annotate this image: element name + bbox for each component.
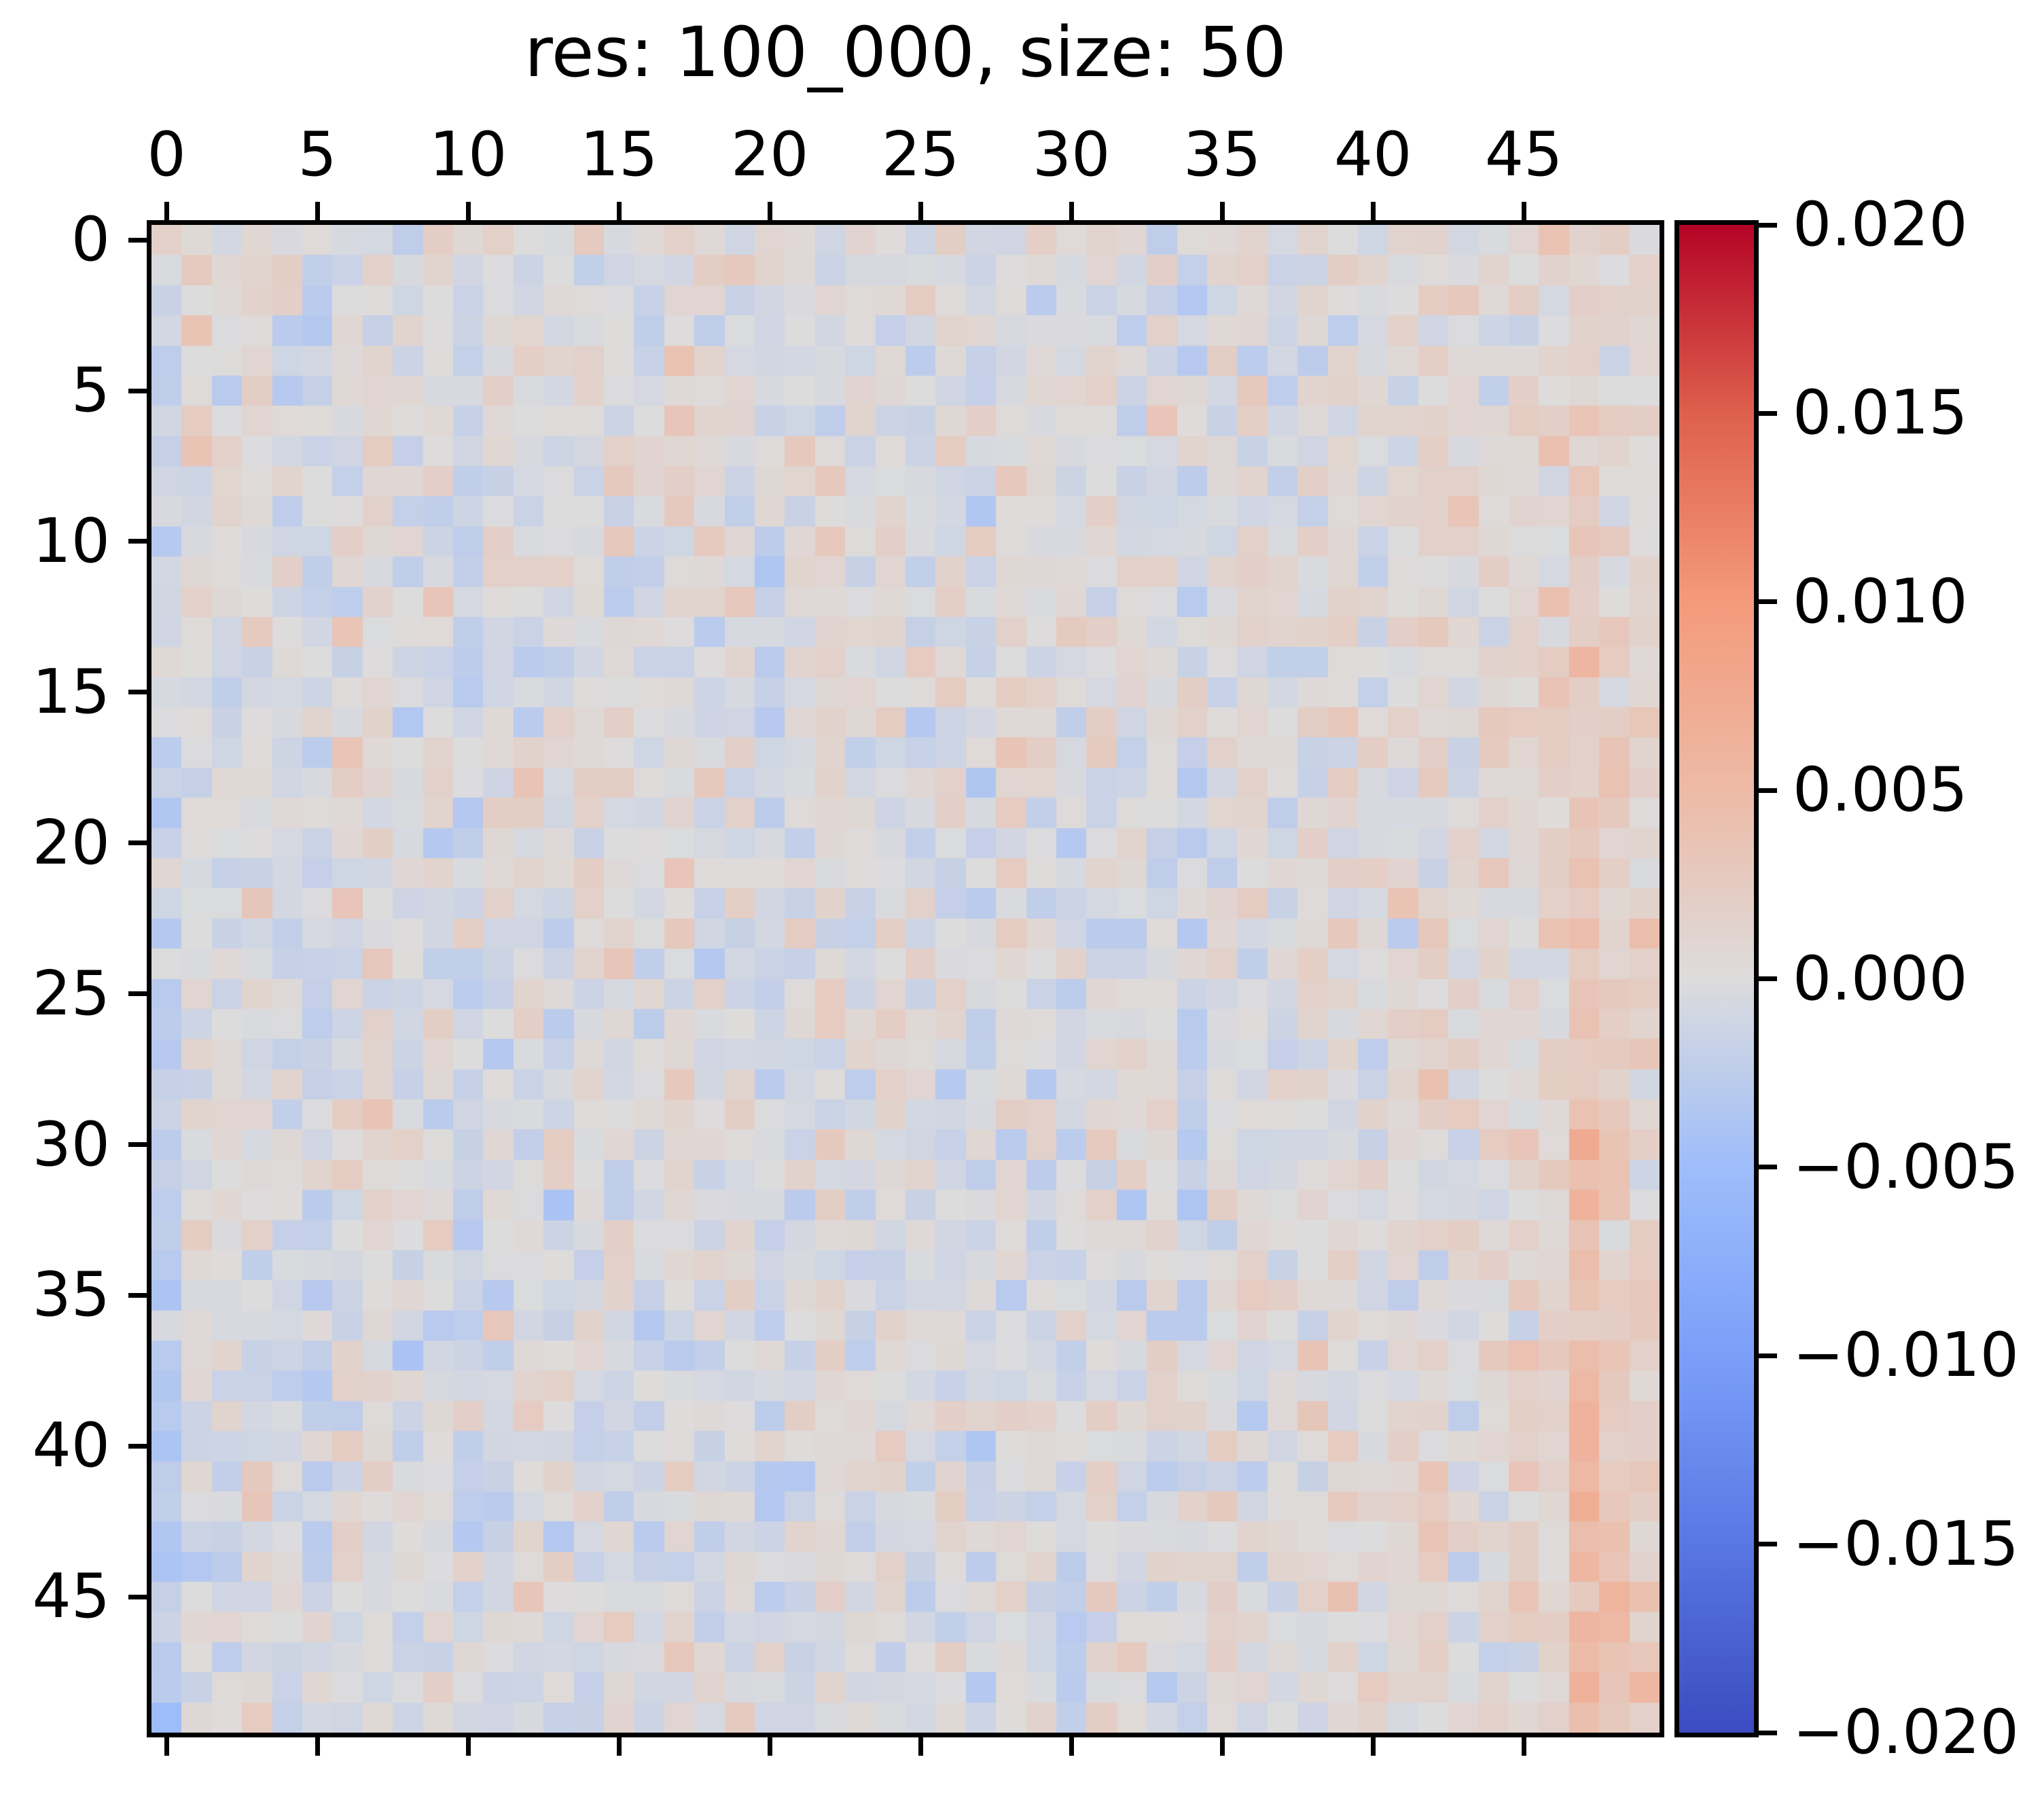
y-tick-label: 20 (32, 807, 110, 879)
y-tick-label: 15 (32, 656, 110, 728)
x-tick-mark-bottom (918, 1737, 923, 1756)
colorbar-tick-mark (1759, 1542, 1777, 1547)
heatmap-canvas (151, 225, 1660, 1733)
colorbar (1674, 220, 1759, 1737)
y-tick-mark (128, 539, 147, 544)
colorbar-tick-label: −0.020 (1793, 1697, 2020, 1768)
x-tick-mark-top (1069, 202, 1074, 220)
x-tick-mark-bottom (315, 1737, 320, 1756)
x-tick-label: 0 (147, 119, 186, 190)
x-tick-mark-top (1521, 202, 1526, 220)
x-tick-label: 15 (579, 119, 658, 190)
colorbar-tick-mark (1759, 976, 1777, 981)
x-tick-mark-bottom (767, 1737, 772, 1756)
x-tick-mark-bottom (465, 1737, 471, 1756)
x-tick-mark-top (918, 202, 923, 220)
colorbar-tick-label: 0.010 (1793, 565, 1968, 637)
y-tick-mark (128, 1292, 147, 1298)
y-tick-mark (128, 1594, 147, 1599)
y-tick-mark (128, 237, 147, 243)
colorbar-tick-mark (1759, 1353, 1777, 1358)
y-tick-mark (128, 840, 147, 846)
colorbar-tick-label: −0.010 (1793, 1320, 2020, 1392)
colorbar-tick-label: 0.020 (1793, 189, 1968, 260)
x-tick-mark-bottom (616, 1737, 622, 1756)
y-tick-label: 10 (32, 505, 110, 577)
x-tick-label: 20 (730, 119, 809, 190)
y-tick-label: 35 (32, 1259, 110, 1331)
x-tick-label: 30 (1032, 119, 1111, 190)
colorbar-tick-label: 0.005 (1793, 754, 1968, 826)
y-tick-label: 30 (32, 1108, 110, 1180)
x-tick-label: 25 (881, 119, 960, 190)
colorbar-tick-label: 0.000 (1793, 942, 1968, 1014)
x-tick-mark-bottom (1370, 1737, 1376, 1756)
y-tick-label: 25 (32, 957, 110, 1029)
chart-title: res: 100_000, size: 50 (524, 12, 1287, 93)
colorbar-tick-mark (1759, 1730, 1777, 1735)
y-tick-mark (128, 1142, 147, 1148)
y-tick-mark (128, 991, 147, 997)
y-tick-label: 40 (32, 1410, 110, 1482)
x-tick-mark-bottom (1069, 1737, 1074, 1756)
x-tick-mark-top (616, 202, 622, 220)
x-tick-mark-top (164, 202, 169, 220)
colorbar-tick-mark (1759, 1165, 1777, 1170)
y-tick-label: 45 (32, 1561, 110, 1633)
colorbar-tick-mark (1759, 222, 1777, 228)
x-tick-label: 35 (1183, 119, 1261, 190)
colorbar-tick-label: −0.015 (1793, 1508, 2020, 1580)
x-tick-label: 10 (429, 119, 507, 190)
x-tick-mark-top (315, 202, 320, 220)
y-tick-label: 0 (71, 204, 110, 276)
x-tick-mark-bottom (164, 1737, 169, 1756)
x-tick-label: 5 (298, 119, 337, 190)
x-tick-mark-top (1219, 202, 1225, 220)
colorbar-tick-label: 0.015 (1793, 377, 1968, 449)
y-tick-mark (128, 388, 147, 393)
plot-area (147, 220, 1664, 1737)
colorbar-tick-mark (1759, 410, 1777, 416)
colorbar-tick-mark (1759, 599, 1777, 605)
x-tick-label: 45 (1484, 119, 1563, 190)
y-tick-label: 5 (71, 355, 110, 427)
y-tick-mark (128, 690, 147, 695)
colorbar-gradient (1679, 225, 1754, 1733)
x-tick-mark-top (465, 202, 471, 220)
x-tick-mark-bottom (1521, 1737, 1526, 1756)
x-tick-mark-top (1370, 202, 1376, 220)
colorbar-tick-label: −0.005 (1793, 1131, 2020, 1203)
x-tick-mark-top (767, 202, 772, 220)
x-tick-label: 40 (1333, 119, 1412, 190)
y-tick-mark (128, 1443, 147, 1449)
colorbar-tick-mark (1759, 787, 1777, 793)
x-tick-mark-bottom (1219, 1737, 1225, 1756)
